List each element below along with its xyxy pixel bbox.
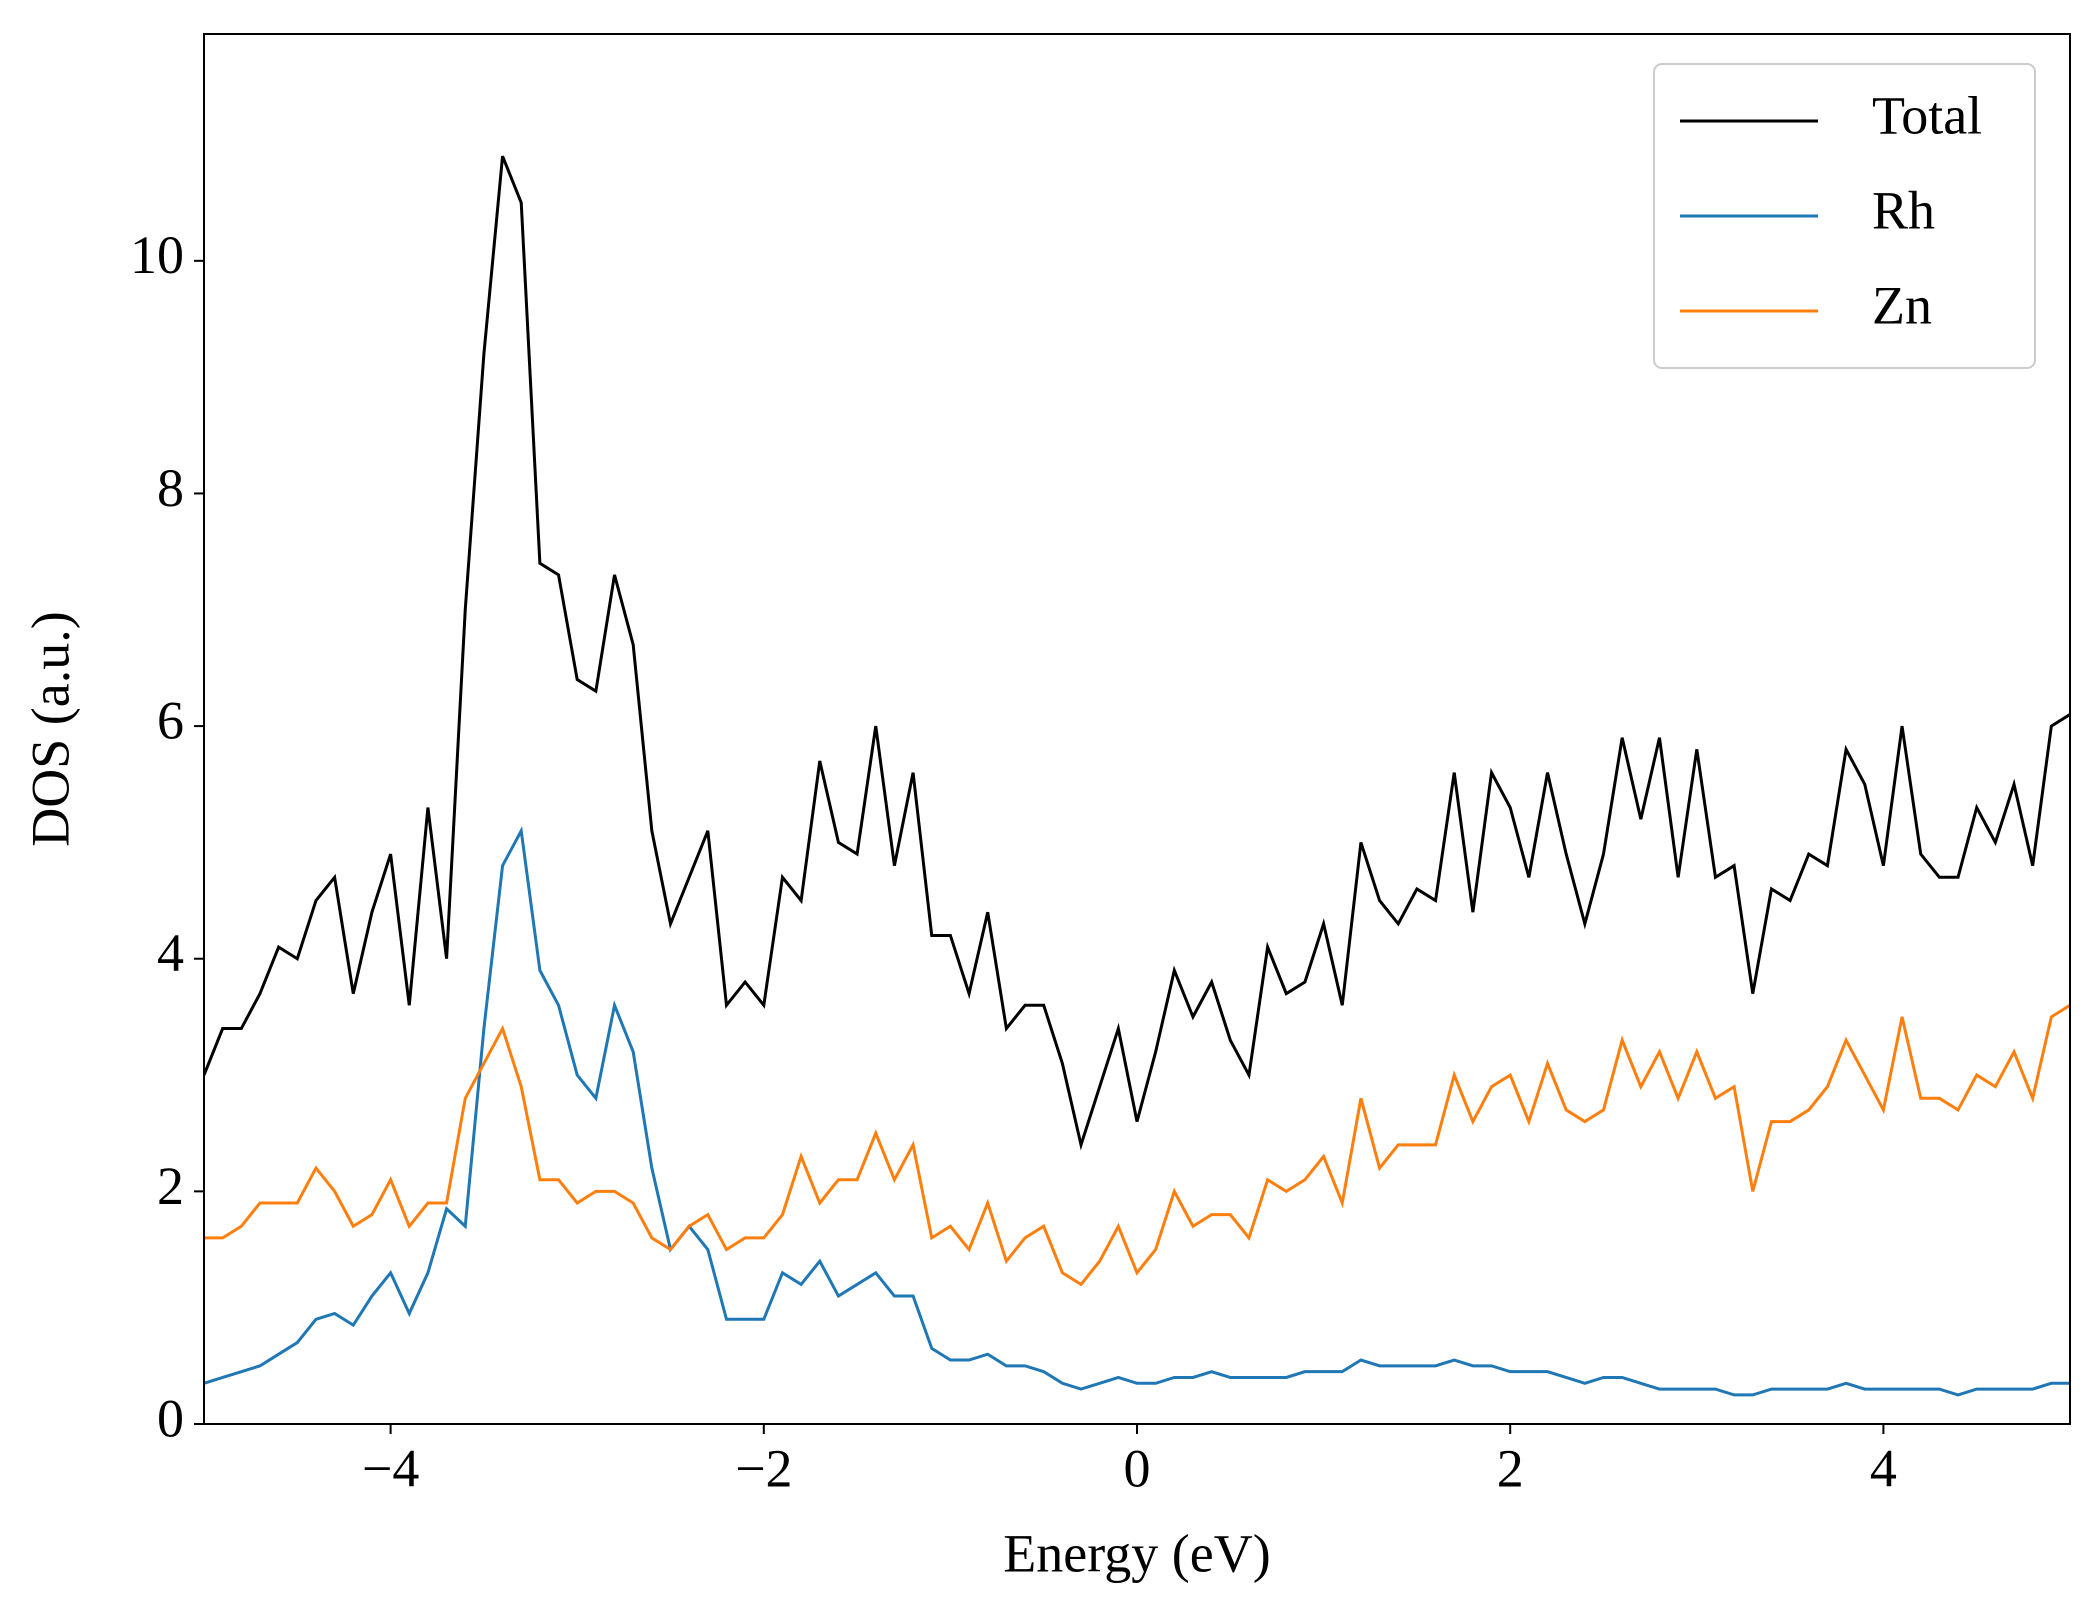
series-line [204,155,2070,1151]
legend-label: Zn [1872,275,1932,335]
series-line [204,1003,2070,1287]
y-tick-label: 2 [157,1156,184,1216]
y-tick-label: 8 [157,458,184,518]
legend-label: Total [1872,85,1982,145]
x-tick-label: −2 [735,1438,792,1498]
x-tick-label: 0 [1124,1438,1151,1498]
y-tick-label: 10 [130,225,184,285]
x-tick-label: 2 [1497,1438,1524,1498]
y-axis-label: DOS (a.u.) [20,611,80,846]
legend-label: Rh [1872,180,1935,240]
legend-box [1653,63,2036,369]
series-line [204,825,2070,1397]
y-tick-label: 6 [157,690,184,750]
x-tick-label: −4 [362,1438,419,1498]
plot-frame [203,33,2071,1425]
x-axis-label: Energy (eV) [1003,1523,1270,1583]
y-tick-label: 4 [157,923,184,983]
y-tick-label: 0 [157,1388,184,1448]
x-tick-label: 4 [1870,1438,1897,1498]
